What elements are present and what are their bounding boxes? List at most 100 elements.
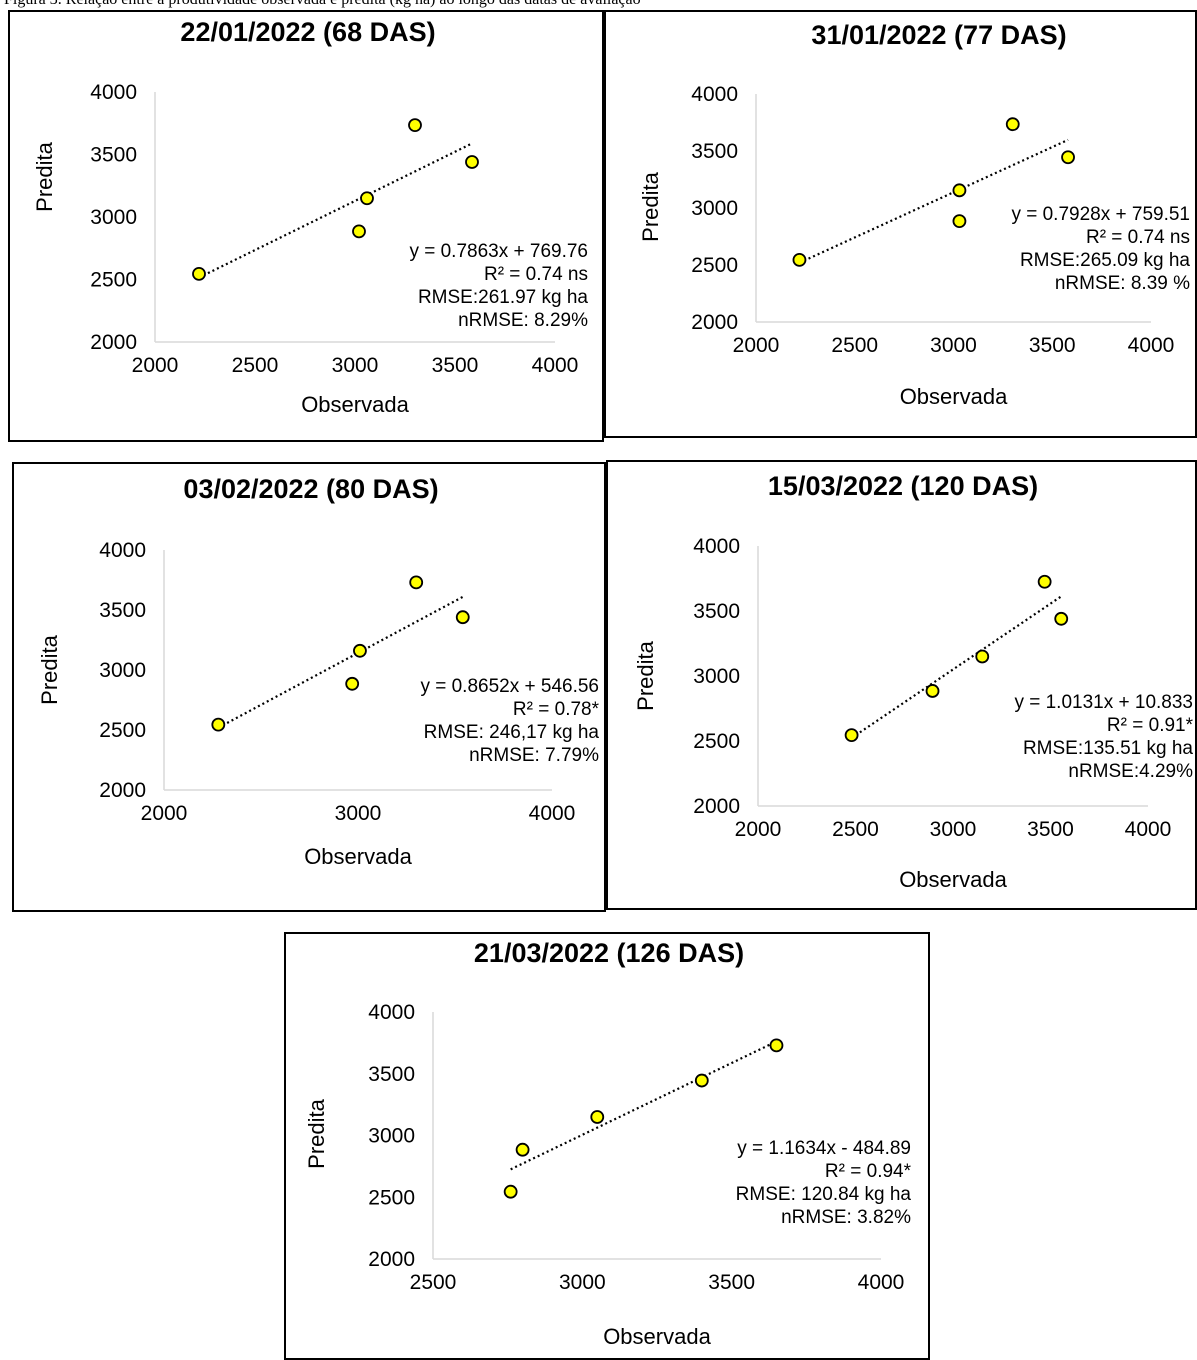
chart-title: 31/01/2022 (77 DAS)	[811, 20, 1066, 50]
x-tick-label: 4000	[529, 802, 576, 825]
data-point	[1005, 117, 1020, 132]
x-tick-label: 3000	[559, 1271, 606, 1294]
data-point	[353, 643, 367, 658]
y-axis-label: Predita	[37, 634, 62, 704]
x-tick-label: 3500	[1029, 334, 1076, 357]
y-tick-label: 4000	[99, 539, 146, 562]
regression-annotation: RMSE: 246,17 kg ha	[424, 722, 600, 743]
y-axis-label: Predita	[633, 640, 658, 710]
x-tick-label: 3000	[335, 802, 382, 825]
x-tick-label: 4000	[858, 1271, 905, 1294]
regression-annotation: y = 1.1634x - 484.89	[737, 1138, 911, 1159]
data-point	[455, 610, 470, 625]
chart-panel-80-das: 03/02/2022 (80 DAS) 2000 2500 3000 3500 4000 2…	[12, 462, 606, 912]
regression-annotation: RMSE: 120.84 kg ha	[736, 1184, 912, 1205]
chart-title: 15/03/2022 (120 DAS)	[768, 471, 1038, 501]
x-tick-label: 2000	[735, 818, 782, 841]
trendline	[510, 1040, 777, 1171]
regression-annotation: y = 0.8652x + 546.56	[420, 676, 599, 697]
x-tick-label: 3500	[432, 354, 479, 377]
chart-title: 22/01/2022 (68 DAS)	[180, 17, 435, 47]
y-tick-label: 4000	[90, 81, 137, 104]
y-tick-label: 3000	[693, 665, 740, 688]
regression-annotation: y = 1.0131x + 10.833	[1014, 692, 1193, 713]
regression-annotation: RMSE:261.97 kg ha	[418, 287, 588, 308]
x-tick-label: 2000	[132, 354, 179, 377]
regression-annotation: y = 0.7928x + 759.51	[1011, 204, 1190, 225]
chart-panel-68-das: 22/01/2022 (68 DAS) 2000 2500 3000 3500 4000 2…	[8, 10, 604, 442]
data-point	[211, 717, 226, 732]
data-point	[694, 1073, 709, 1088]
regression-annotation: R² = 0.78*	[513, 699, 600, 720]
data-point	[952, 183, 967, 198]
regression-annotation: R² = 0.94*	[825, 1161, 912, 1182]
chart-panel-120-das: 15/03/2022 (120 DAS) 2000 2500 3000 3500 4000…	[606, 460, 1197, 910]
data-point	[465, 155, 479, 169]
data-point	[503, 1184, 518, 1199]
regression-annotation: RMSE:135.51 kg ha	[1023, 738, 1193, 759]
x-axis-label: Observada	[301, 392, 409, 417]
x-tick-label: 4000	[1128, 334, 1175, 357]
regression-annotation: nRMSE: 3.82%	[781, 1207, 911, 1228]
trendline	[850, 595, 1062, 739]
x-tick-label: 2000	[141, 802, 188, 825]
y-tick-label: 3000	[691, 197, 738, 220]
regression-annotation: R² = 0.74 ns	[1086, 227, 1190, 248]
data-point	[975, 649, 990, 664]
y-tick-label: 2000	[368, 1248, 415, 1271]
chart-svg: 03/02/2022 (80 DAS) 2000 2500 3000 3500 4000 2…	[37, 474, 600, 869]
y-axis-label: Predita	[32, 141, 57, 211]
y-tick-label: 2000	[99, 779, 146, 802]
chart-panel-77-das: 31/01/2022 (77 DAS) 2000 2500 3000 3500 4000 2…	[604, 10, 1197, 438]
chart-svg: 15/03/2022 (120 DAS) 2000 2500 3000 3500 4000…	[633, 471, 1194, 892]
data-point	[590, 1110, 605, 1124]
y-axis-label: Predita	[304, 1098, 329, 1168]
data-point	[1037, 574, 1052, 589]
data-point	[360, 191, 374, 206]
y-tick-label: 2500	[693, 730, 740, 753]
trendline	[217, 595, 464, 729]
y-tick-label: 2000	[691, 311, 738, 334]
y-tick-label: 4000	[368, 1001, 415, 1024]
x-tick-label: 2500	[232, 354, 279, 377]
regression-annotation: y = 0.7863x + 769.76	[409, 241, 588, 262]
y-tick-label: 3500	[90, 144, 137, 167]
figure-caption: Figura 3. Relação entre a produtividade …	[0, 0, 1197, 9]
chart-title: 21/03/2022 (126 DAS)	[474, 938, 744, 968]
data-point	[1054, 611, 1069, 626]
x-axis-label: Observada	[900, 384, 1008, 409]
y-tick-label: 4000	[691, 83, 738, 106]
x-axis-label: Observada	[603, 1324, 711, 1349]
y-tick-label: 3500	[368, 1063, 415, 1086]
regression-annotation: nRMSE: 7.79%	[469, 745, 599, 766]
x-tick-label: 3500	[1027, 818, 1074, 841]
y-tick-label: 3500	[693, 600, 740, 623]
y-tick-label: 2500	[99, 719, 146, 742]
y-tick-label: 3500	[99, 599, 146, 622]
chart-title: 03/02/2022 (80 DAS)	[183, 474, 438, 504]
y-tick-label: 2500	[90, 269, 137, 292]
data-point	[769, 1038, 784, 1053]
x-tick-label: 2500	[831, 334, 878, 357]
data-point	[925, 684, 940, 698]
trendline	[798, 138, 1069, 264]
y-tick-label: 2500	[368, 1186, 415, 1209]
x-tick-label: 3500	[708, 1271, 755, 1294]
x-tick-label: 3000	[332, 354, 379, 377]
chart-svg: 31/01/2022 (77 DAS) 2000 2500 3000 3500 4000 2…	[638, 20, 1190, 409]
x-tick-label: 2500	[410, 1271, 457, 1294]
y-tick-label: 3500	[691, 140, 738, 163]
data-point	[844, 728, 859, 743]
x-tick-label: 3000	[930, 818, 977, 841]
y-tick-label: 4000	[693, 535, 740, 558]
x-tick-label: 2500	[832, 818, 879, 841]
x-axis-label: Observada	[899, 867, 1007, 892]
regression-annotation: R² = 0.91*	[1107, 715, 1194, 736]
y-axis-label: Predita	[638, 171, 663, 241]
data-point	[352, 224, 366, 239]
chart-panel-126-das: 21/03/2022 (126 DAS) 2000 2500 3000 3500 4000…	[284, 932, 930, 1360]
x-axis-label: Observada	[304, 844, 412, 869]
regression-annotation: RMSE:265.09 kg ha	[1020, 250, 1190, 271]
x-tick-label: 4000	[532, 354, 579, 377]
regression-annotation: nRMSE: 8.39 %	[1055, 273, 1190, 294]
